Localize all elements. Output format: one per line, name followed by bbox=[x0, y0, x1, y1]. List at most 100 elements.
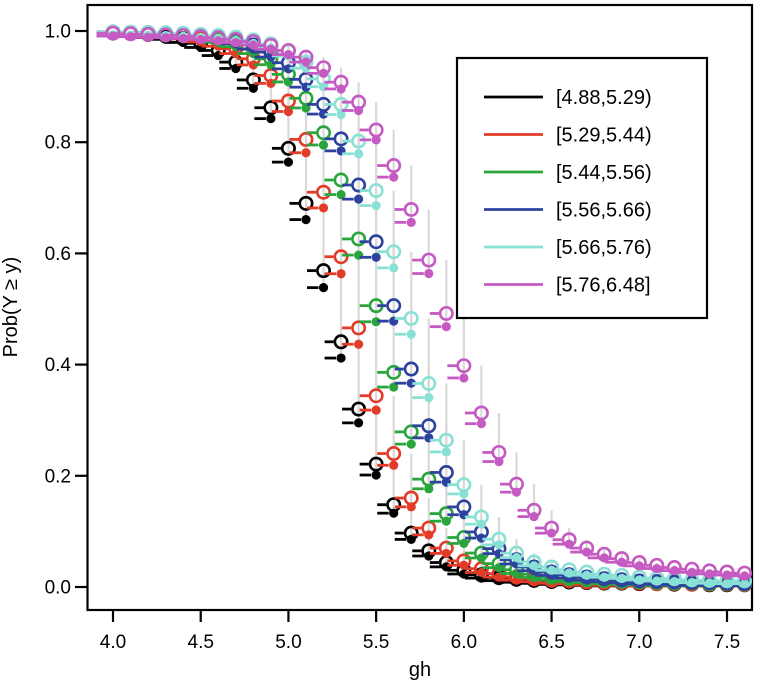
legend: [4.88,5.29) [5.29,5.44) [5.44,5.56) [5.56,5… bbox=[455, 56, 709, 320]
filled-circle-marker bbox=[511, 487, 522, 497]
legend-label: [5.29,5.44) bbox=[556, 125, 652, 147]
filled-circle-marker bbox=[231, 48, 241, 59]
legend-entry-5: [5.76,6.48] bbox=[484, 275, 651, 297]
filled-circle-marker bbox=[476, 419, 487, 429]
filled-circle-marker bbox=[441, 516, 451, 526]
filled-circle-marker bbox=[301, 214, 311, 225]
open-circle-marker bbox=[316, 263, 332, 279]
filled-circle-marker bbox=[511, 553, 522, 563]
filled-circle-marker bbox=[669, 566, 679, 576]
open-circle-marker bbox=[298, 195, 314, 211]
filled-circle-marker bbox=[406, 217, 416, 227]
filled-circle-marker bbox=[266, 114, 276, 124]
filled-circle-marker bbox=[564, 539, 574, 549]
filled-circle-marker bbox=[476, 519, 487, 529]
filled-circle-marker bbox=[441, 322, 451, 332]
filled-circle-marker bbox=[318, 140, 329, 150]
filled-circle-marker bbox=[476, 553, 487, 563]
open-circle-marker bbox=[386, 446, 402, 462]
open-circle-marker bbox=[351, 320, 367, 336]
filled-circle-marker bbox=[336, 84, 346, 94]
open-circle-marker bbox=[368, 388, 384, 404]
x-tick-label: 6.0 bbox=[451, 632, 477, 653]
x-tick-label: 5.5 bbox=[363, 632, 389, 653]
legend-label: [5.76,6.48] bbox=[556, 275, 651, 297]
filled-circle-marker bbox=[213, 36, 223, 46]
filled-circle-marker bbox=[248, 83, 258, 93]
filled-circle-marker bbox=[441, 447, 451, 457]
x-tick-label: 7.5 bbox=[714, 632, 740, 653]
filled-circle-marker bbox=[389, 382, 399, 392]
open-circle-marker bbox=[403, 310, 419, 326]
open-circle-marker bbox=[368, 234, 384, 250]
filled-circle-marker bbox=[739, 571, 750, 581]
filled-circle-marker bbox=[529, 512, 539, 522]
open-circle-marker bbox=[438, 305, 454, 321]
open-circle-marker bbox=[386, 158, 402, 174]
filled-circle-marker bbox=[371, 405, 381, 415]
filled-circle-marker bbox=[494, 549, 504, 559]
filled-circle-marker bbox=[599, 553, 609, 563]
open-circle-marker bbox=[333, 172, 349, 188]
open-circle-marker bbox=[333, 131, 349, 147]
legend-entry-2: [5.44,5.56) bbox=[484, 162, 652, 184]
y-tick-label: 0.4 bbox=[45, 355, 72, 376]
filled-circle-marker bbox=[739, 579, 750, 589]
filled-circle-marker bbox=[371, 252, 381, 262]
filled-circle-marker bbox=[354, 105, 364, 116]
filled-circle-marker bbox=[336, 109, 346, 120]
filled-circle-marker bbox=[406, 378, 416, 388]
filled-circle-marker bbox=[318, 68, 329, 78]
y-axis-title: Prob(Y ≥ y) bbox=[0, 257, 22, 358]
legend-entry-4: [5.66,5.76) bbox=[484, 237, 652, 259]
filled-circle-marker bbox=[459, 373, 469, 383]
open-circle-marker bbox=[403, 361, 419, 377]
filled-circle-marker bbox=[371, 470, 381, 480]
y-tick-label: 0.8 bbox=[45, 133, 71, 154]
filled-circle-marker bbox=[424, 484, 434, 494]
filled-circle-marker bbox=[424, 530, 434, 540]
series-5 bbox=[96, 25, 753, 581]
open-circle-marker bbox=[351, 231, 367, 247]
filled-circle-marker bbox=[389, 508, 399, 518]
open-circle-marker bbox=[333, 249, 349, 265]
open-circle-marker bbox=[351, 177, 367, 193]
filled-circle-marker bbox=[371, 200, 381, 211]
filled-circle-marker bbox=[424, 393, 434, 403]
open-circle-marker bbox=[368, 183, 384, 199]
open-circle-marker bbox=[316, 184, 332, 200]
x-tick-label: 7.0 bbox=[626, 632, 652, 653]
filled-circle-marker bbox=[459, 489, 469, 499]
x-axis-title: gh bbox=[409, 659, 431, 681]
filled-circle-marker bbox=[687, 567, 697, 577]
open-circle-marker bbox=[280, 140, 296, 156]
open-circle-marker bbox=[403, 424, 419, 440]
filled-circle-marker bbox=[301, 148, 311, 158]
filled-circle-marker bbox=[318, 203, 329, 213]
y-tick-label: 0.6 bbox=[45, 244, 71, 265]
data-series-layer bbox=[96, 24, 753, 593]
open-circle-marker bbox=[438, 432, 454, 448]
filled-circle-marker bbox=[301, 57, 311, 67]
filled-circle-marker bbox=[389, 263, 399, 273]
open-circle-marker bbox=[403, 201, 419, 217]
axis-ticks-layer: 4.0 4.5 5.0 5.5 6.0 6.5 7.0 7.5 0.0 0.2 0.4 0.6 0.8 1… bbox=[45, 22, 741, 654]
filled-circle-marker bbox=[266, 78, 276, 88]
filled-circle-marker bbox=[371, 135, 381, 145]
filled-circle-marker bbox=[354, 194, 364, 204]
filled-circle-marker bbox=[336, 269, 346, 279]
x-tick-label: 6.5 bbox=[538, 632, 564, 653]
filled-circle-marker bbox=[406, 439, 416, 449]
filled-circle-marker bbox=[301, 82, 311, 92]
open-circle-marker bbox=[421, 376, 437, 392]
y-tick-label: 1.0 bbox=[45, 22, 71, 43]
filled-circle-marker bbox=[424, 268, 434, 279]
y-tick-label: 0.2 bbox=[45, 466, 71, 487]
filled-circle-marker bbox=[494, 456, 504, 467]
filled-circle-marker bbox=[336, 353, 346, 363]
filled-circle-marker bbox=[371, 317, 381, 327]
filled-circle-marker bbox=[406, 502, 416, 512]
legend-entry-1: [5.29,5.44) bbox=[484, 125, 652, 147]
